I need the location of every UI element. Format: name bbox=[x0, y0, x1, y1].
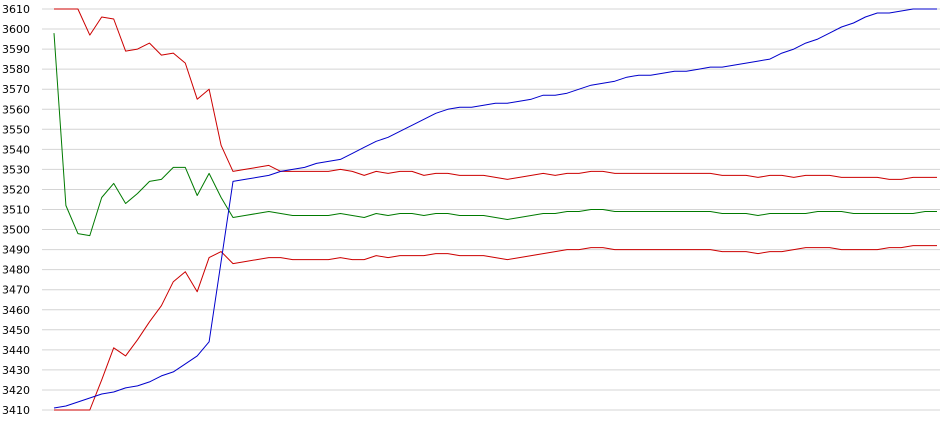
y-tick-label: 3430 bbox=[2, 364, 30, 377]
y-tick-label: 3540 bbox=[2, 143, 30, 156]
y-tick-label: 3600 bbox=[2, 23, 30, 36]
y-tick-label: 3440 bbox=[2, 344, 30, 357]
y-tick-label: 3560 bbox=[2, 103, 30, 116]
y-axis-tick-labels: 3410 3420 3430 3440 3450 3460 3470 3480 3490 3500… bbox=[2, 3, 30, 417]
y-tick-label: 3460 bbox=[2, 304, 30, 317]
y-tick-label: 3480 bbox=[2, 264, 30, 277]
series-line-1 bbox=[54, 8, 937, 180]
y-tick-label: 3420 bbox=[2, 384, 30, 397]
y-tick-label: 3590 bbox=[2, 43, 30, 56]
y-tick-label: 3510 bbox=[2, 204, 30, 217]
y-tick-label: 3410 bbox=[2, 404, 30, 417]
y-tick-label: 3570 bbox=[2, 83, 30, 96]
gridlines bbox=[42, 8, 940, 411]
y-tick-label: 3610 bbox=[2, 3, 30, 16]
y-tick-label: 3550 bbox=[2, 123, 30, 136]
y-tick-label: 3520 bbox=[2, 183, 30, 196]
y-tick-label: 3580 bbox=[2, 63, 30, 76]
series-line-3 bbox=[54, 245, 937, 411]
y-tick-label: 3450 bbox=[2, 324, 30, 337]
series-line-2 bbox=[53, 33, 937, 237]
series-line-4 bbox=[53, 8, 937, 409]
y-tick-label: 3470 bbox=[2, 284, 30, 297]
series-lines bbox=[53, 8, 937, 411]
y-tick-label: 3490 bbox=[2, 244, 30, 257]
y-tick-label: 3500 bbox=[2, 224, 30, 237]
y-tick-label: 3530 bbox=[2, 163, 30, 176]
